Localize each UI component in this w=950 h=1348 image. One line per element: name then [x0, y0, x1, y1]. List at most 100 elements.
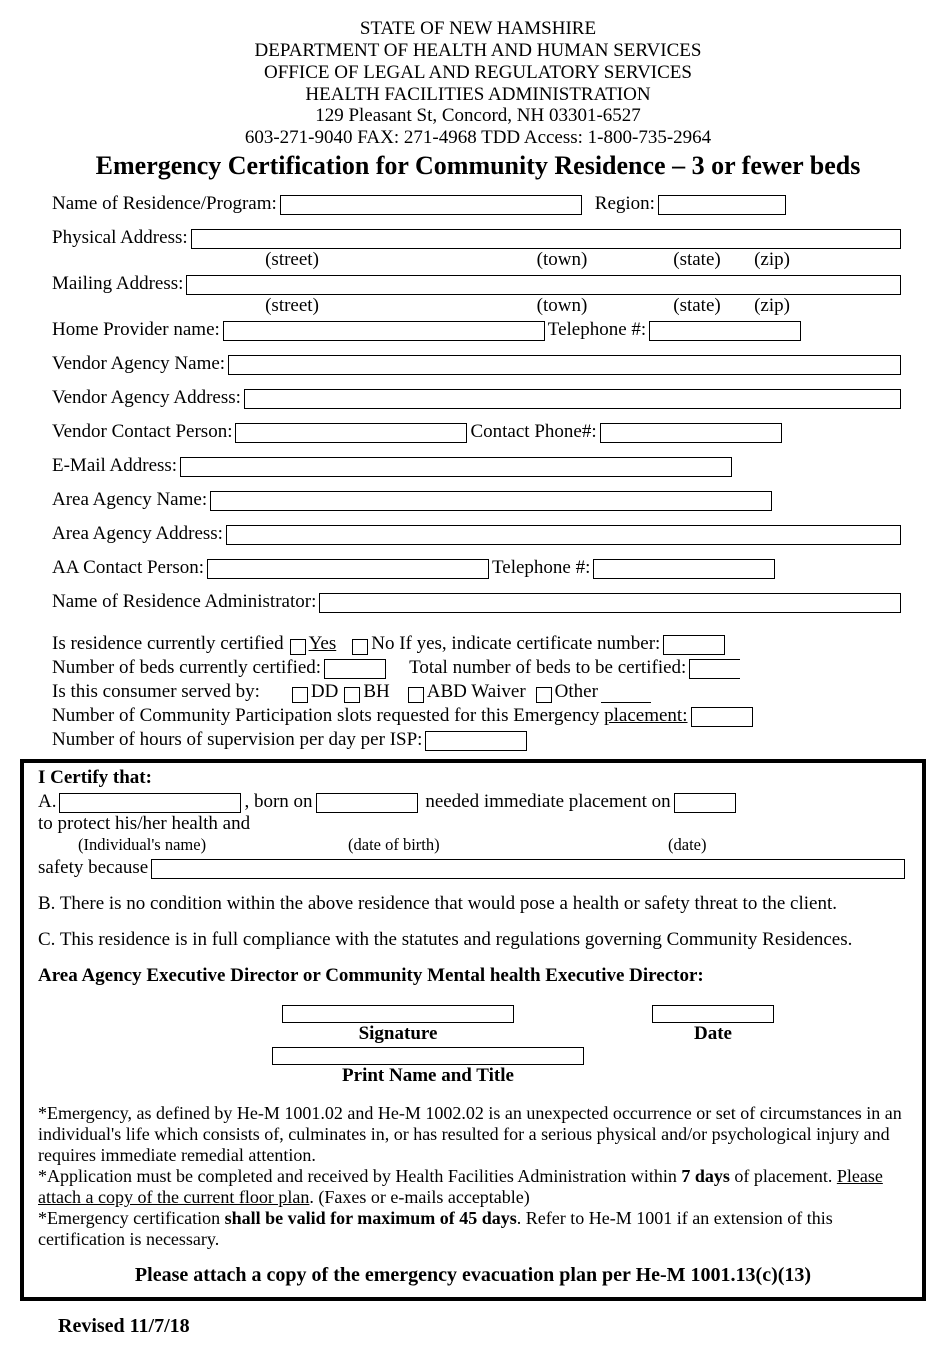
field-beds-curr[interactable]	[324, 659, 386, 679]
checkbox-bh[interactable]	[344, 687, 360, 703]
sub-town-1: (town)	[517, 249, 607, 271]
label-print-name: Print Name and Title	[268, 1065, 588, 1087]
label-phys-addr: Physical Address:	[52, 227, 188, 249]
field-placement-date[interactable]	[674, 793, 736, 813]
label-email: E-Mail Address:	[52, 455, 177, 477]
label-vendor-name: Vendor Agency Name:	[52, 353, 225, 375]
field-region[interactable]	[658, 195, 786, 215]
sublabels-phys: (street) (town) (state) (zip)	[52, 249, 904, 271]
row-aa-contact: AA Contact Person: Telephone #:	[52, 557, 904, 579]
note-1: *Emergency, as defined by He-M 1001.02 a…	[38, 1103, 908, 1166]
signature-row: Signature Date	[38, 1005, 908, 1045]
label-region: Region:	[595, 193, 655, 215]
signature-block: Signature	[278, 1005, 518, 1045]
row-vendor-addr: Vendor Agency Address:	[52, 387, 904, 409]
label-vendor-addr: Vendor Agency Address:	[52, 387, 241, 409]
field-telephone-1[interactable]	[649, 321, 801, 341]
row-email: E-Mail Address:	[52, 455, 904, 477]
sublabels-mail: (street) (town) (state) (zip)	[52, 295, 904, 317]
row-res-admin: Name of Residence Administrator:	[52, 591, 904, 613]
field-vendor-name[interactable]	[228, 355, 901, 375]
row-certified: Is residence currently certified Yes No …	[52, 633, 904, 655]
field-aa-contact[interactable]	[207, 559, 489, 579]
label-certified: Is residence currently certified	[52, 633, 284, 655]
field-cpp-slots[interactable]	[691, 707, 753, 727]
label-bh: BH	[363, 681, 389, 703]
field-signature[interactable]	[282, 1005, 514, 1023]
sub-state-2: (state)	[657, 295, 737, 317]
label-served-by: Is this consumer served by:	[52, 681, 260, 703]
certify-b: B. There is no condition within the abov…	[38, 893, 908, 915]
note2-c: of placement.	[730, 1166, 837, 1186]
field-safety-because[interactable]	[151, 859, 905, 879]
certify-a-line1: A. , born on needed immediate placement …	[38, 791, 908, 835]
label-cpp-slots: Number of Community Participation slots …	[52, 705, 599, 727]
field-individual-name[interactable]	[59, 793, 241, 813]
row-beds: Number of beds currently certified: Tota…	[52, 657, 904, 679]
field-vendor-addr[interactable]	[244, 389, 901, 409]
printname-block: Print Name and Title	[268, 1047, 588, 1087]
field-beds-total[interactable]	[689, 659, 740, 679]
note2-e: . (Faxes or e-mails acceptable)	[309, 1187, 529, 1207]
sub-state-1: (state)	[657, 249, 737, 271]
field-date[interactable]	[652, 1005, 774, 1023]
field-aa-addr[interactable]	[226, 525, 901, 545]
row-served-by: Is this consumer served by: DD BH ABD Wa…	[52, 681, 904, 703]
label-aa-name: Area Agency Name:	[52, 489, 207, 511]
header-line-4: HEALTH FACILITIES ADMINISTRATION	[52, 84, 904, 106]
sub-zip-1: (zip)	[737, 249, 807, 271]
field-res-admin[interactable]	[319, 593, 901, 613]
date-block: Date	[638, 1005, 788, 1045]
form-page: STATE OF NEW HAMSHIRE DEPARTMENT OF HEAL…	[0, 0, 950, 1348]
row-vendor-contact: Vendor Contact Person: Contact Phone#:	[52, 421, 904, 443]
label-vendor-contact: Vendor Contact Person:	[52, 421, 232, 443]
field-name-res[interactable]	[280, 195, 582, 215]
label-no-ifyes: No If yes, indicate certificate number:	[371, 633, 660, 655]
label-placement-colon: placement:	[604, 705, 687, 727]
checkbox-yes[interactable]	[290, 639, 306, 655]
field-mail-addr[interactable]	[186, 275, 901, 295]
row-aa-name: Area Agency Name:	[52, 489, 904, 511]
certify-a-sublabels: (Individual's name) (date of birth) (dat…	[38, 835, 908, 855]
field-hours-sup[interactable]	[425, 731, 527, 751]
sub-street-1: (street)	[207, 249, 377, 271]
label-other: Other	[555, 681, 598, 703]
certify-heading: I Certify that:	[38, 767, 908, 789]
field-contact-phone[interactable]	[600, 423, 782, 443]
field-telephone-2[interactable]	[593, 559, 775, 579]
field-home-provider[interactable]	[223, 321, 545, 341]
header-line-6: 603-271-9040 FAX: 271-4968 TDD Access: 1…	[52, 127, 904, 149]
label-name-res: Name of Residence/Program:	[52, 193, 277, 215]
checkbox-abd[interactable]	[408, 687, 424, 703]
note3-b: shall be valid for maximum of 45 days	[225, 1208, 517, 1228]
row-vendor-name: Vendor Agency Name:	[52, 353, 904, 375]
field-cert-number[interactable]	[663, 635, 725, 655]
checkbox-dd[interactable]	[292, 687, 308, 703]
header-line-1: STATE OF NEW HAMSHIRE	[52, 18, 904, 40]
field-aa-name[interactable]	[210, 491, 772, 511]
header-line-2: DEPARTMENT OF HEALTH AND HUMAN SERVICES	[52, 40, 904, 62]
checkbox-other[interactable]	[536, 687, 552, 703]
label-abd: ABD Waiver	[427, 681, 526, 703]
sub-zip-2: (zip)	[737, 295, 807, 317]
field-print-name[interactable]	[272, 1047, 584, 1065]
notes: *Emergency, as defined by He-M 1001.02 a…	[38, 1103, 908, 1250]
field-vendor-contact[interactable]	[235, 423, 467, 443]
row-phys-addr: Physical Address:	[52, 227, 904, 249]
label-aa-addr: Area Agency Address:	[52, 523, 223, 545]
row-home-provider: Home Provider name: Telephone #:	[52, 319, 904, 341]
checkbox-no[interactable]	[352, 639, 368, 655]
certify-box: I Certify that: A. , born on needed imme…	[20, 759, 926, 1301]
field-email[interactable]	[180, 457, 732, 477]
row-hours-sup: Number of hours of supervision per day p…	[52, 729, 904, 751]
sub-individual: (Individual's name)	[78, 835, 278, 855]
field-other[interactable]	[601, 684, 651, 703]
sub-street-2: (street)	[207, 295, 377, 317]
a-prefix: A.	[38, 791, 56, 813]
agency-header: STATE OF NEW HAMSHIRE DEPARTMENT OF HEAL…	[52, 18, 904, 149]
field-dob[interactable]	[316, 793, 418, 813]
attach-plan: Please attach a copy of the emergency ev…	[38, 1264, 908, 1287]
sub-date: (date)	[668, 835, 748, 855]
field-phys-addr[interactable]	[191, 229, 901, 249]
note-2: *Application must be completed and recei…	[38, 1166, 908, 1208]
